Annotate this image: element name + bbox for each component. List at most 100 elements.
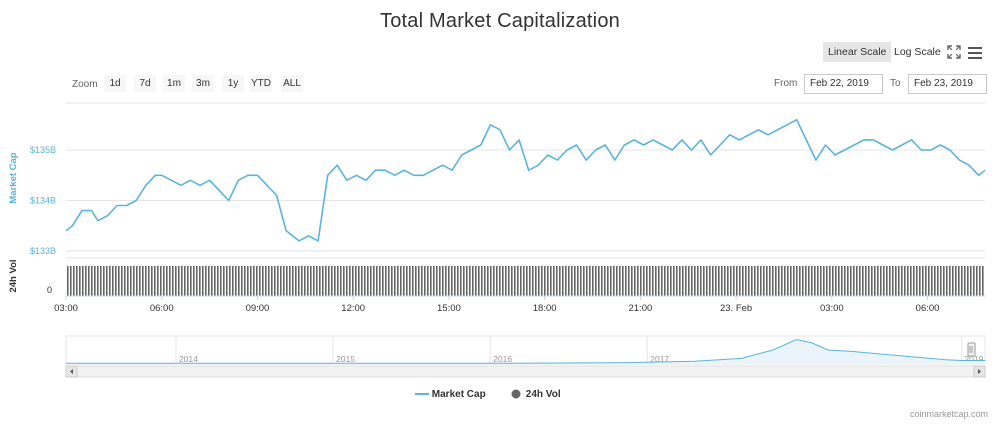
volume-bar [718, 266, 720, 296]
zoom-7d-button[interactable]: 7d [134, 75, 156, 92]
volume-bar [781, 266, 783, 296]
volume-bar [796, 266, 798, 296]
volume-bar [373, 266, 375, 296]
zoom-all-button[interactable]: ALL [281, 75, 303, 92]
fullscreen-icon[interactable] [947, 45, 961, 59]
legend-line-icon [415, 393, 429, 396]
volume-bar [742, 266, 744, 296]
volume-bar [808, 266, 810, 296]
volume-bar [412, 266, 414, 296]
volume-bar [541, 266, 543, 296]
volume-bar [232, 266, 234, 296]
volume-bar [175, 266, 177, 296]
volume-bar [403, 266, 405, 296]
volume-bar [895, 266, 897, 296]
volume-bar [559, 266, 561, 296]
x-tick-label: 15:00 [437, 303, 461, 314]
volume-bar [889, 266, 891, 296]
zoom-1d-button[interactable]: 1d [104, 75, 126, 92]
navigator-tick-label: 2015 [336, 354, 355, 364]
volume-bar [844, 266, 846, 296]
volume-bar [148, 266, 150, 296]
volume-bar [79, 266, 81, 296]
volume-bar [136, 266, 138, 296]
zoom-1m-button[interactable]: 1m [163, 75, 185, 92]
volume-bar [568, 266, 570, 296]
volume-bar [739, 266, 741, 296]
volume-bar [391, 266, 393, 296]
volume-bar [346, 266, 348, 296]
navigator-area [66, 339, 985, 364]
hamburger-menu-icon[interactable] [968, 46, 982, 59]
volume-bar [778, 266, 780, 296]
volume-bar [370, 266, 372, 296]
volume-bar [853, 266, 855, 296]
volume-bar [874, 266, 876, 296]
volume-bar [583, 266, 585, 296]
volume-bar [283, 266, 285, 296]
volume-bar [274, 266, 276, 296]
legend-dot-icon [511, 389, 521, 399]
log-scale-button[interactable]: Log Scale [894, 46, 941, 58]
x-tick-label: 18:00 [533, 303, 557, 314]
zoom-ytd-button[interactable]: YTD [250, 75, 272, 92]
volume-bar [358, 266, 360, 296]
volume-bar [898, 266, 900, 296]
volume-bar [586, 266, 588, 296]
volume-bar [106, 266, 108, 296]
volume-bar [334, 266, 336, 296]
volume-bar [616, 266, 618, 296]
volume-bar [982, 266, 984, 296]
y-tick-label: $134B [30, 196, 56, 206]
volume-bar [640, 266, 642, 296]
volume-bar [247, 266, 249, 296]
volume-bar [706, 266, 708, 296]
volume-bar [976, 266, 978, 296]
volume-bar [292, 266, 294, 296]
volume-bar [478, 266, 480, 296]
volume-bar [805, 266, 807, 296]
credit-link[interactable]: coinmarketcap.com [909, 409, 988, 419]
volume-bar [880, 266, 882, 296]
volume-bar [892, 266, 894, 296]
volume-bar [868, 266, 870, 296]
volume-bar [103, 266, 105, 296]
legend-24h-vol[interactable]: 24h Vol [511, 389, 561, 400]
volume-bar [226, 266, 228, 296]
zoom-1y-button[interactable]: 1y [222, 75, 244, 92]
volume-bar [529, 266, 531, 296]
volume-bar [832, 266, 834, 296]
volume-bar [733, 266, 735, 296]
volume-bar [622, 266, 624, 296]
volume-bar [397, 266, 399, 296]
volume-bar [265, 266, 267, 296]
volume-bar [682, 266, 684, 296]
volume-bar [331, 266, 333, 296]
volume-bar [970, 266, 972, 296]
volume-bar [979, 266, 981, 296]
volume-bar [577, 266, 579, 296]
volume-bar [238, 266, 240, 296]
volume-bar [112, 266, 114, 296]
volume-bar [400, 266, 402, 296]
linear-scale-button[interactable]: Linear Scale [823, 42, 892, 62]
volume-bar [187, 266, 189, 296]
volume-bar [460, 266, 462, 296]
volume-bar [442, 266, 444, 296]
volume-bar [151, 266, 153, 296]
volume-bar [253, 266, 255, 296]
volume-bar [943, 266, 945, 296]
volume-bar [301, 266, 303, 296]
from-date-input[interactable]: Feb 22, 2019 [804, 74, 883, 94]
legend-market-cap[interactable]: Market Cap [415, 389, 486, 400]
volume-bar [676, 266, 678, 296]
volume-bar [949, 266, 951, 296]
volume-bar [82, 266, 84, 296]
volume-axis-title: 24h Vol [8, 259, 19, 292]
zoom-3m-button[interactable]: 3m [192, 75, 214, 92]
volume-bar [826, 266, 828, 296]
to-date-input[interactable]: Feb 23, 2019 [908, 74, 987, 94]
volume-bar [766, 266, 768, 296]
volume-bar [214, 266, 216, 296]
volume-bar [310, 266, 312, 296]
